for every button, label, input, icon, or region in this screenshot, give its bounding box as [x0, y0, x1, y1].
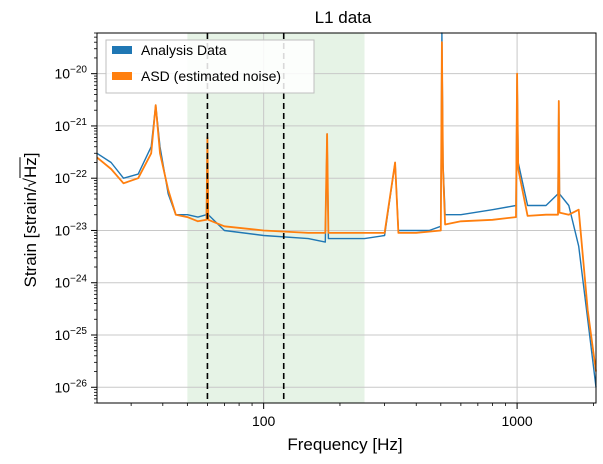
plot-area: 100 1000 10−2010−2110−2210−2310−2410−2510… — [54, 32, 597, 429]
x-axis-label: Frequency [Hz] — [287, 435, 402, 454]
grid-lines — [97, 33, 596, 403]
plot-frame — [96, 32, 597, 404]
y-tick-label: 10−23 — [54, 221, 87, 238]
legend-label-analysis: Analysis Data — [141, 42, 227, 58]
y-label-radicand: Hz — [21, 157, 40, 178]
x-tick-label: 1000 — [502, 413, 533, 429]
series-line-asd — [96, 41, 597, 372]
y-label-prefix: Strain [strain/ — [21, 187, 40, 287]
y-tick-label: 10−25 — [54, 326, 87, 343]
legend: Analysis Data ASD (estimated noise) — [105, 39, 315, 94]
chart-title: L1 data — [315, 8, 372, 27]
y-tick-label: 10−21 — [54, 117, 87, 134]
y-axis-label: Strain [strain/√Hz] — [21, 152, 40, 287]
legend-label-asd: ASD (estimated noise) — [141, 68, 281, 84]
series-layer — [96, 32, 597, 388]
analysis-band — [187, 33, 365, 403]
x-axis-ticks: 100 1000 — [130, 403, 594, 429]
y-tick-label: 10−26 — [54, 378, 87, 395]
y-axis-ticks: 10−20 10−21 10−22 10−23 10−24 10−25 10−26 — [54, 32, 97, 404]
legend-swatch-asd — [112, 72, 132, 80]
y-tick-label: 10−24 — [54, 274, 87, 291]
y-tick-label: 10−20 — [54, 65, 87, 82]
legend-swatch-analysis — [112, 46, 132, 54]
x-tick-label: 100 — [252, 413, 276, 429]
y-label-suffix: ] — [21, 152, 40, 157]
y-tick-label: 10−22 — [54, 169, 87, 186]
vertical-lines — [206, 33, 285, 403]
legend-box — [105, 39, 315, 94]
y-label-sqrt: √ — [21, 177, 40, 187]
